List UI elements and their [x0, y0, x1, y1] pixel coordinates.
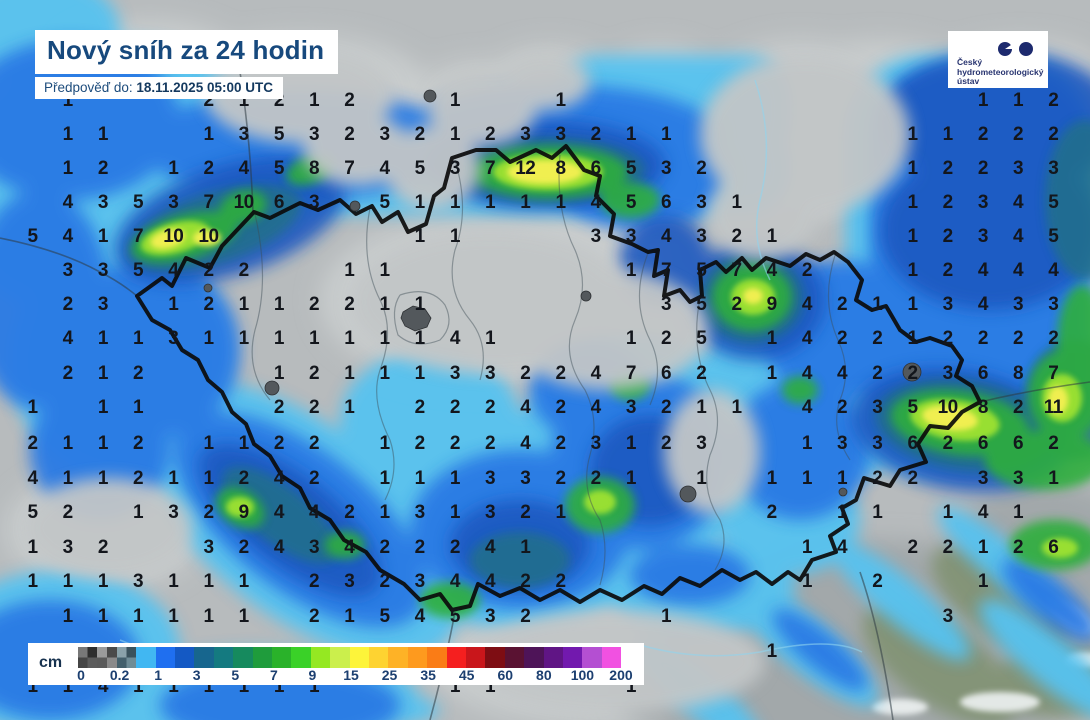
legend-unit-label: cm: [39, 654, 63, 671]
legend-swatch: [446, 647, 466, 668]
legend-label: 3: [192, 667, 201, 683]
chmi-logo-line1: Český: [957, 57, 983, 67]
city-prague: [400, 305, 432, 332]
legend-swatch: [388, 647, 408, 668]
legend-swatch: [175, 647, 195, 668]
legend-label: 1: [154, 667, 163, 683]
legend-swatch: [194, 647, 214, 668]
legend-swatch: [524, 647, 544, 668]
legend-swatch: [330, 647, 350, 668]
city-karlovyvary: [203, 283, 213, 293]
legend-swatch: [466, 647, 486, 668]
forecast-until-value: 18.11.2025 05:00 UTC: [136, 80, 273, 95]
legend-swatch-strip: 0 0.2 1 3 5 7 9 15 25 35 45 60 80 100 200: [28, 643, 644, 685]
legend-swatch: [601, 647, 622, 668]
legend-swatch: [233, 647, 253, 668]
foreign-borders: [0, 59, 1090, 720]
legend-swatch-checker: [97, 647, 117, 668]
legend-label: 60: [497, 667, 514, 683]
legend-swatch: [349, 647, 369, 668]
chmi-logo-text: Český hydrometeorologický ústav: [957, 57, 1044, 87]
legend-label: 35: [420, 667, 436, 683]
chmi-logo-dots-icon: [998, 42, 1033, 56]
legend-label: 45: [458, 667, 475, 683]
legend-swatch: [252, 647, 272, 668]
legend-swatch: [369, 647, 389, 668]
legend-swatch: [272, 647, 292, 668]
subtitle-box: Předpověď do: 18.11.2025 05:00 UTC: [35, 77, 283, 99]
city-areas: [203, 89, 922, 503]
terrain-gray-islands: [23, 47, 910, 714]
legend-swatch: [485, 647, 505, 668]
legend-swatch: [504, 647, 525, 668]
legend-label: 5: [231, 667, 240, 683]
legend-swatch: [427, 647, 447, 668]
legend-swatch: [563, 647, 583, 668]
title-box: Nový sníh za 24 hodin: [35, 30, 339, 74]
legend-swatch: [407, 647, 428, 668]
legend-label: 0.2: [109, 667, 130, 683]
city-plzen: [264, 380, 280, 396]
city-zlin: [838, 487, 848, 497]
legend-label: 7: [269, 667, 278, 683]
city-usti: [349, 200, 361, 212]
legend-swatch: [213, 647, 234, 668]
legend-label: 80: [536, 667, 552, 683]
page-title: Nový sníh za 24 hodin: [47, 35, 325, 65]
czech-border: [135, 144, 982, 612]
chmi-logo: Český hydrometeorologický ústav: [948, 31, 1048, 88]
legend-label: 200: [609, 667, 633, 683]
chmi-logo-line2: hydrometeorologický: [957, 66, 1044, 77]
legend-swatch: [543, 647, 563, 668]
regional-borders: [251, 154, 851, 586]
legend-swatch: [582, 647, 602, 668]
city-dresden: [423, 89, 437, 103]
chmi-logo-line3: ústav: [957, 76, 980, 86]
legend-bar: cm 0 0.2 1 3 5 7 9 15 25 35 45 60 80 100 200: [28, 643, 644, 685]
legend-swatch: [136, 647, 156, 668]
legend-swatch: [291, 647, 311, 668]
legend-label: 9: [308, 667, 317, 683]
legend-label: 15: [343, 667, 359, 683]
legend-swatch: [155, 647, 175, 668]
legend-swatch-checker: [78, 647, 98, 668]
city-ostrava: [902, 362, 922, 382]
legend-label: 0: [77, 667, 85, 683]
legend-swatch-checker: [116, 647, 137, 668]
legend-swatch: [310, 647, 331, 668]
forecast-until-label: Předpověď do:: [44, 80, 133, 95]
city-brno: [679, 485, 697, 503]
city-hradec: [580, 290, 592, 302]
legend-label: 100: [570, 667, 595, 683]
legend-label: 25: [381, 667, 398, 683]
